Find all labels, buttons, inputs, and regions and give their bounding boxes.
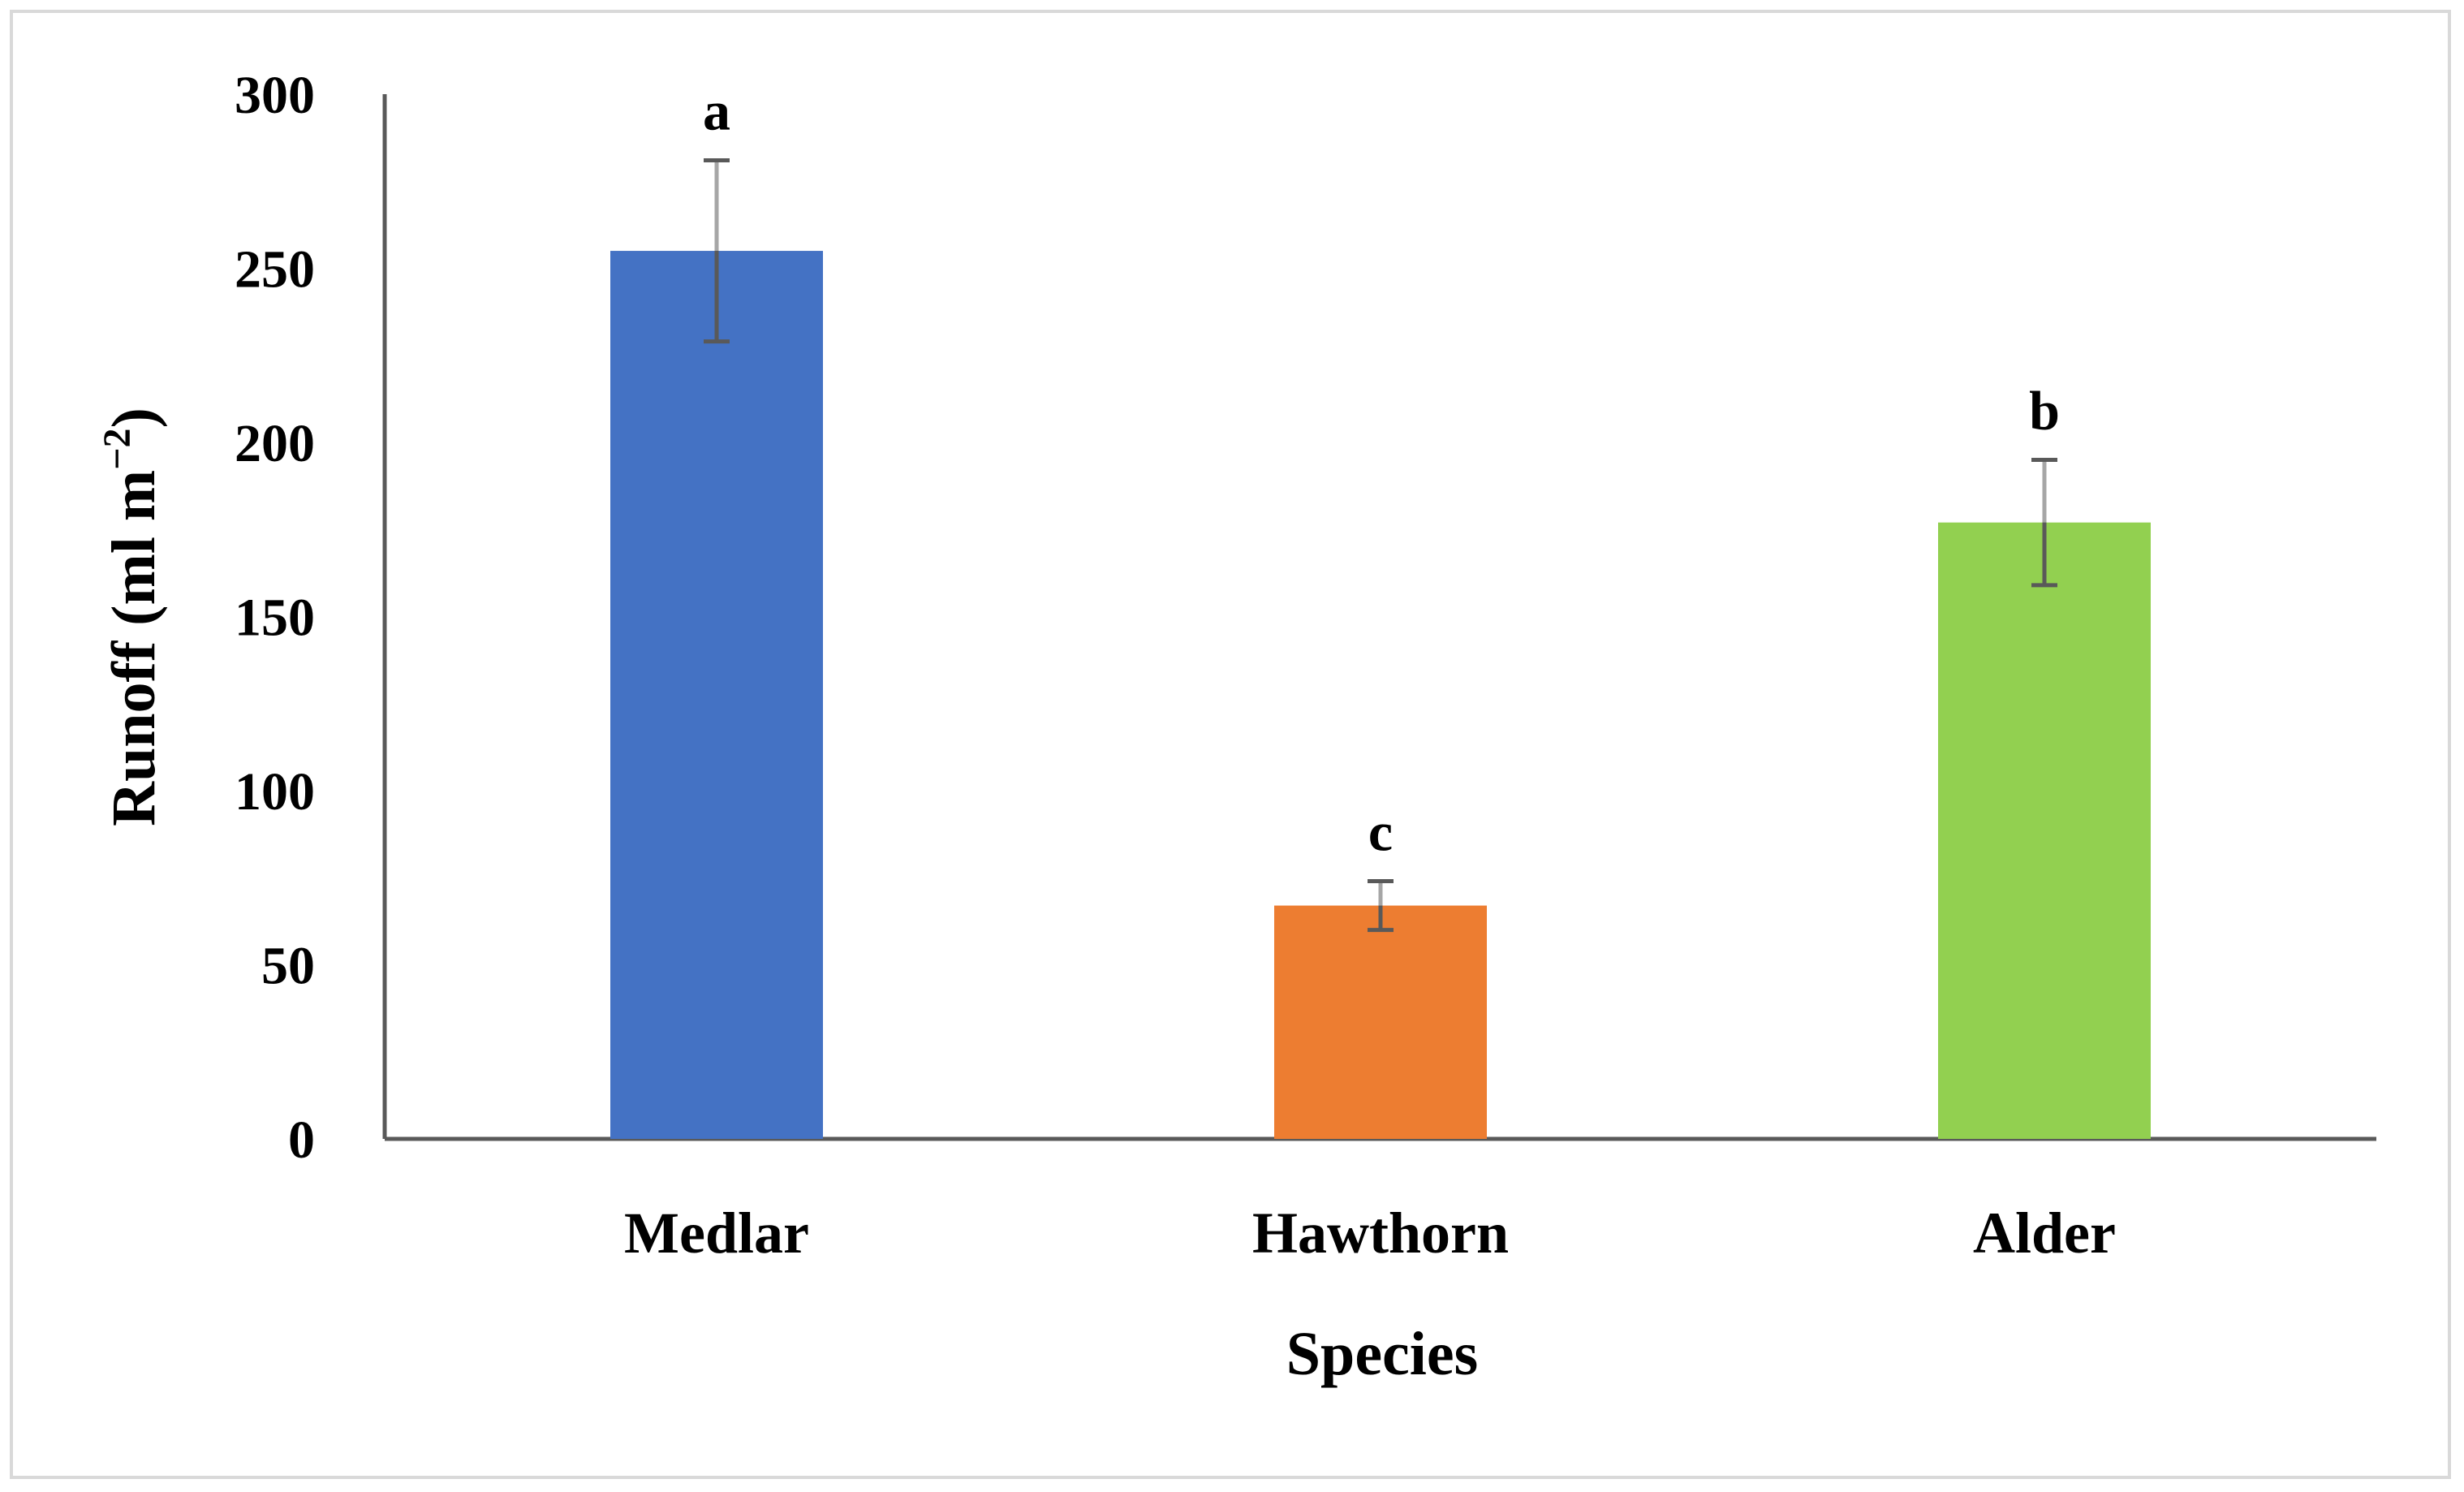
y-axis: 0 50 100 150 200 250 300 xyxy=(235,66,387,1170)
significance-label: a xyxy=(703,80,730,142)
y-tick-label: 100 xyxy=(235,762,315,821)
y-axis-title-close: ) xyxy=(100,407,168,428)
bar-medlar xyxy=(610,251,823,1139)
x-tick-label: Alder xyxy=(1973,1201,2116,1266)
y-axis-title-superscript: −2 xyxy=(96,428,139,469)
y-tick-label: 150 xyxy=(235,589,315,648)
y-axis-title-main: Runoff (ml m xyxy=(100,470,168,826)
y-tick-label: 300 xyxy=(235,66,315,125)
x-axis-title: Species xyxy=(1286,1320,1478,1388)
labels: a c b xyxy=(703,80,2060,863)
bars xyxy=(610,251,2151,1139)
x-tick-label: Hawthorn xyxy=(1252,1201,1509,1266)
x-tick-label: Medlar xyxy=(624,1201,809,1266)
x-axis: Medlar Hawthorn Alder xyxy=(385,1136,2376,1266)
y-axis-title: Runoff (ml m−2) xyxy=(96,407,168,826)
bar-alder xyxy=(1938,522,2151,1139)
y-tick-label: 50 xyxy=(261,937,315,996)
error-bars xyxy=(704,158,2057,933)
significance-label: c xyxy=(1368,801,1393,863)
bar-hawthorn xyxy=(1274,905,1487,1139)
y-tick-label: 0 xyxy=(288,1110,315,1170)
y-tick-label: 250 xyxy=(235,240,315,300)
significance-label: b xyxy=(2029,379,2060,441)
y-tick-label: 200 xyxy=(235,414,315,473)
